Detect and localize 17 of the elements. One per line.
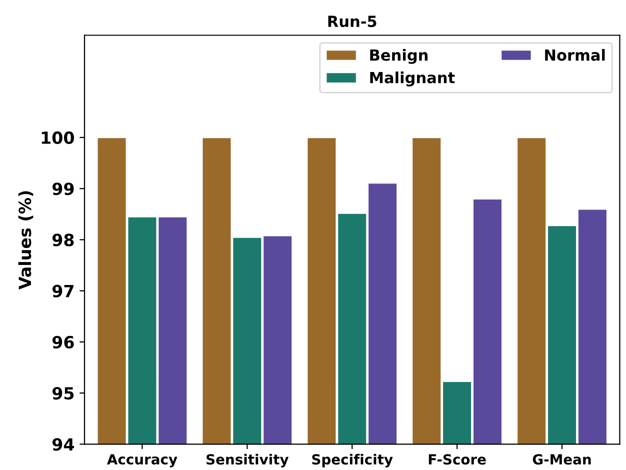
y-tick-label: 97 [52, 284, 74, 298]
y-tick-label: 95 [52, 387, 74, 400]
legend-label: Malignant [370, 72, 455, 86]
legend-label: Normal [545, 49, 605, 61]
x-tick-label: G-Mean [532, 454, 591, 465]
x-tick-label: Sensitivity [206, 454, 289, 468]
y-tick-label: 96 [52, 336, 74, 348]
y-tick-label: 99 [52, 182, 74, 196]
y-tick-label: 100 [42, 131, 74, 144]
x-tick-label: Accuracy [106, 454, 178, 468]
x-tick-label: Specificity [312, 454, 393, 468]
x-tick-label: F-Score [428, 454, 486, 465]
y-axis-title: Values (%) [18, 191, 34, 290]
legend-label: Benign [370, 49, 428, 64]
y-tick-label: 94 [52, 438, 74, 451]
chart-title: Run-5 [328, 16, 376, 28]
y-tick-label: 98 [52, 234, 74, 246]
